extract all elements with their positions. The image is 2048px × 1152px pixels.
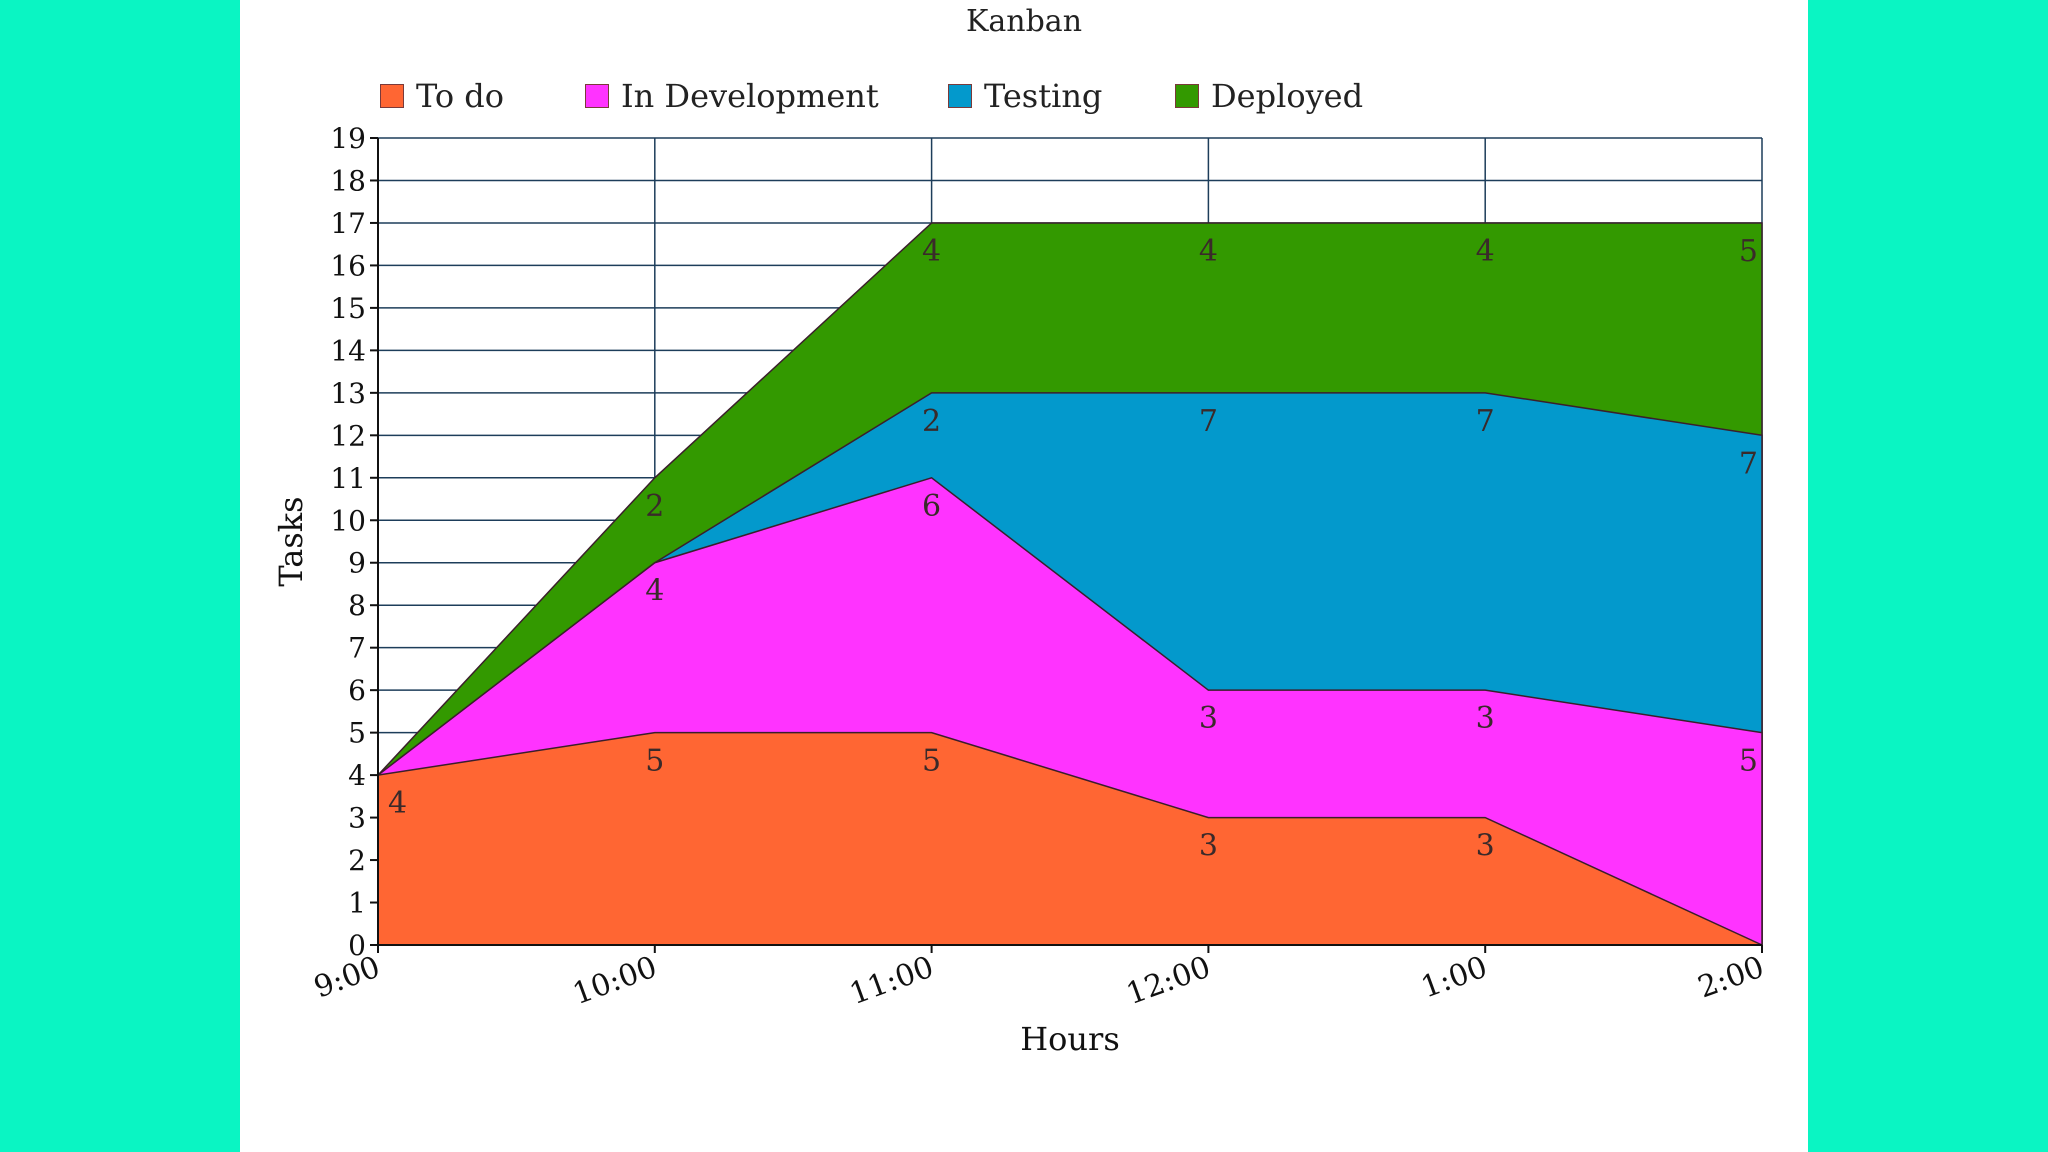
data-label-to-do-0: 4 (388, 786, 407, 821)
area-to-do (377, 731, 1763, 946)
data-label-to-do-2: 5 (922, 744, 941, 779)
data-label-deployed-1: 2 (645, 489, 664, 524)
x-tick-label-3: 12:00 (1122, 950, 1215, 1012)
x-tick-label-5: 2:00 (1693, 950, 1768, 1006)
legend-label-deployed: Deployed (1211, 77, 1364, 115)
data-label-deployed-4: 4 (1476, 234, 1495, 269)
data-label-testing-5: 7 (1739, 446, 1758, 481)
x-axis-title: Hours (1020, 1020, 1120, 1058)
legend-swatch-deployed (1175, 84, 1199, 108)
y-tick-label-2: 2 (348, 844, 366, 877)
y-tick-label-16: 16 (330, 249, 366, 282)
x-tick-label-2: 11:00 (845, 950, 938, 1012)
y-tick-label-1: 1 (348, 887, 366, 920)
y-tick-label-4: 4 (348, 759, 366, 792)
x-tick-label-4: 1:00 (1417, 950, 1492, 1006)
legend-item-deployed: Deployed (1175, 77, 1364, 115)
legend-swatch-in-development (585, 84, 609, 108)
data-label-testing-4: 7 (1476, 404, 1495, 439)
y-axis-title: Tasks (272, 496, 310, 586)
legend-swatch-to-do (380, 84, 404, 108)
legend-swatch-testing (948, 84, 972, 108)
data-label-in-development-4: 3 (1476, 701, 1495, 736)
y-tick-label-10: 10 (330, 504, 366, 537)
data-label-in-development-1: 4 (645, 574, 664, 609)
y-tick-label-11: 11 (330, 462, 366, 495)
data-label-to-do-4: 3 (1476, 829, 1495, 864)
y-tick-label-9: 9 (348, 547, 366, 580)
y-tick-label-12: 12 (330, 419, 366, 452)
chart-title: Kanban (965, 4, 1083, 39)
y-tick-label-0: 0 (348, 929, 366, 962)
y-tick-label-14: 14 (330, 334, 366, 367)
data-label-in-development-3: 3 (1199, 701, 1218, 736)
y-tick-label-13: 13 (330, 377, 366, 410)
y-tick-label-15: 15 (330, 292, 366, 325)
chart-panel: Kanban To do In Development Testing Depl… (240, 0, 1808, 1152)
y-tick-label-5: 5 (348, 717, 366, 750)
data-label-to-do-3: 3 (1199, 829, 1218, 864)
y-tick-label-7: 7 (348, 632, 366, 665)
data-label-deployed-5: 5 (1739, 234, 1758, 269)
y-tick-label-6: 6 (348, 674, 366, 707)
x-tick-label-0: 9:00 (309, 950, 384, 1006)
legend-label-to-do: To do (416, 77, 505, 115)
y-tick-label-17: 17 (330, 207, 366, 240)
data-label-in-development-5: 5 (1739, 744, 1758, 779)
data-label-testing-2: 2 (922, 404, 941, 439)
legend-label-in-development: In Development (621, 77, 879, 115)
data-label-deployed-3: 4 (1199, 234, 1218, 269)
legend-item-to-do: To do (380, 77, 505, 115)
y-tick-label-19: 19 (330, 122, 366, 155)
data-label-testing-3: 7 (1199, 404, 1218, 439)
legend-label-testing: Testing (984, 77, 1103, 115)
x-tick-label-1: 10:00 (568, 950, 661, 1012)
legend-item-in-development: In Development (585, 77, 879, 115)
data-label-in-development-2: 6 (922, 489, 941, 524)
legend-item-testing: Testing (948, 77, 1103, 115)
y-tick-label-8: 8 (348, 589, 366, 622)
y-tick-label-18: 18 (330, 164, 366, 197)
data-label-deployed-2: 4 (922, 234, 941, 269)
y-tick-label-3: 3 (348, 802, 366, 835)
data-label-to-do-1: 5 (645, 744, 664, 779)
